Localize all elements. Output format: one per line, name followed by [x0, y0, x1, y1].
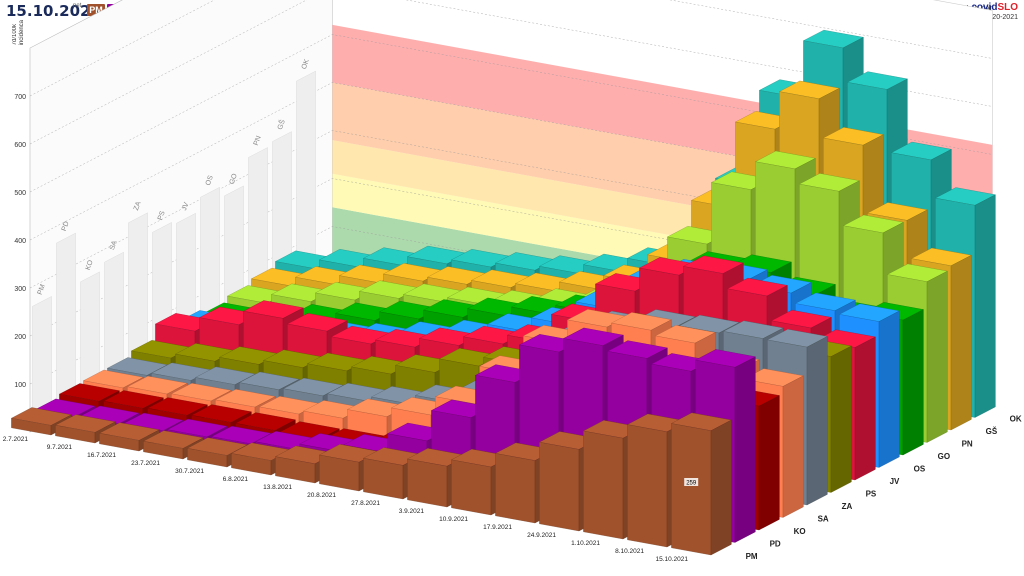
- region-label-za: ZA: [842, 502, 853, 511]
- x-tick-label: 1.10.2021: [571, 540, 600, 547]
- bar: [670, 412, 732, 556]
- x-tick-label: 9.7.2021: [47, 444, 73, 451]
- x-tick-label: 24.9.2021: [527, 532, 556, 539]
- weekday-label: pet: [73, 3, 82, 9]
- y-tick-label: 600: [14, 142, 26, 149]
- region-label-sa: SA: [818, 514, 829, 523]
- y-tick-label: 200: [14, 334, 26, 341]
- region-label-ko: KO: [794, 527, 806, 536]
- summary-label-ko: KO: [85, 259, 95, 271]
- summary-label-za: ZA: [133, 200, 143, 211]
- brand-part1: covid: [971, 2, 998, 13]
- y-tick-label: 400: [14, 238, 26, 245]
- x-tick-label: 6.8.2021: [223, 476, 249, 483]
- summary-label-pn: PN: [253, 135, 263, 147]
- x-tick-label: 20.8.2021: [307, 492, 336, 499]
- y-tick-label: 300: [14, 286, 26, 293]
- date-title: 15.10.2021: [6, 2, 101, 20]
- region-axis: PM PD KO SA ZA PS JV OS GO PN GŠ OK: [746, 414, 1022, 561]
- region-label-pn: PN: [962, 439, 973, 448]
- region-label-pm: PM: [746, 552, 758, 561]
- value-label-pm: 259: [686, 480, 697, 486]
- x-tick-label: 8.10.2021: [615, 548, 644, 555]
- x-tick-label: 17.9.2021: [483, 524, 512, 531]
- value-label-bg: [684, 477, 699, 486]
- bars: 442342335281304276283329273258365259: [10, 29, 996, 556]
- y-tick-label: 100: [14, 382, 26, 389]
- region-label-gš: GŠ: [986, 427, 998, 436]
- region-label-ps: PS: [866, 489, 877, 498]
- summary-label-pm: PM: [37, 283, 47, 295]
- x-tick-label: 3.9.2021: [399, 508, 425, 515]
- x-tick-label: 2.7.2021: [3, 436, 29, 443]
- x-tick-label: 30.7.2021: [175, 468, 204, 475]
- region-label-pd: PD: [770, 539, 781, 548]
- x-tick-label: 23.7.2021: [131, 460, 160, 467]
- x-tick-label: 13.8.2021: [263, 484, 292, 491]
- x-tick-label: 15.10.2021: [655, 556, 688, 563]
- region-label-os: OS: [914, 464, 926, 473]
- x-tick-label: 27.8.2021: [351, 500, 380, 507]
- gridline-600: [29, 0, 993, 145]
- summary-label-ps: PS: [157, 210, 167, 221]
- summary-label-jv: JV: [181, 201, 190, 211]
- region-label-go: GO: [938, 452, 950, 461]
- x-tick-label: 10.9.2021: [439, 516, 468, 523]
- brand-logo: covidSLO: [971, 2, 1018, 13]
- region-label-jv: JV: [890, 477, 900, 486]
- brand-part2: SLO: [997, 2, 1018, 13]
- gridline-700: [29, 0, 993, 97]
- summary-label-ok: OK: [301, 58, 311, 70]
- summary-label-pd: PD: [61, 221, 71, 233]
- y-tick-label: 700: [14, 94, 26, 101]
- x-tick-label: 16.7.2021: [87, 452, 116, 459]
- summary-label-go: GO: [229, 172, 239, 185]
- summary-label-os: OS: [205, 174, 215, 186]
- y-tick-label: 500: [14, 190, 26, 197]
- series-pm: 259: [10, 407, 732, 556]
- summary-label-sa: SA: [109, 240, 119, 251]
- x-axis: 2.7.2021 9.7.2021 16.7.2021 23.7.2021 30.7.2…: [3, 436, 689, 563]
- region-label-ok: OK: [1010, 414, 1022, 423]
